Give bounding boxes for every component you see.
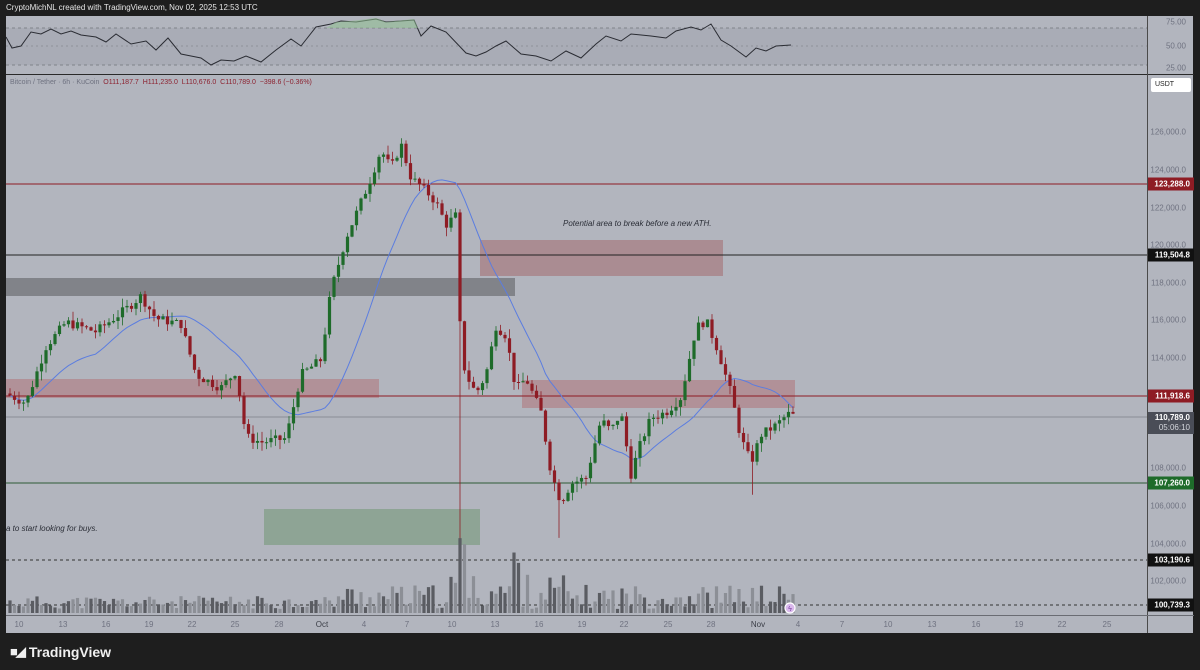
- price-label-119504: 119,504.8: [1148, 248, 1194, 262]
- brand-name: TradingView: [28, 644, 112, 660]
- rsi-tick: 25.00: [1165, 63, 1186, 73]
- left-border: [0, 16, 6, 633]
- price-tick: 126,000.0: [1150, 127, 1186, 137]
- time-axis-divider: [6, 615, 1194, 616]
- time-tick: 25: [230, 620, 240, 629]
- current-price: 110,789.0: [1154, 413, 1190, 422]
- ohlc-open: O111,187.7: [103, 79, 139, 86]
- rsi-pane[interactable]: [6, 16, 1147, 74]
- price-tick: 124,000.0: [1150, 165, 1186, 175]
- time-tick: 7: [404, 620, 410, 629]
- tradingview-logo-icon: ■◢: [10, 644, 26, 659]
- price-label-123288: 123,288.0: [1148, 177, 1194, 191]
- symbol-legend[interactable]: Bitcoin / Tether · 6h · KuCoin O111,187.…: [10, 79, 312, 86]
- ohlc-low: L110,676.0: [181, 79, 217, 86]
- price-tick: 104,000.0: [1150, 539, 1186, 549]
- time-tick: 10: [447, 620, 457, 629]
- time-tick: 19: [1014, 620, 1024, 629]
- time-tick: 16: [971, 620, 981, 629]
- rsi-tick: 50.00: [1165, 41, 1186, 51]
- time-tick: 25: [1102, 620, 1112, 629]
- time-tick: 10: [883, 620, 893, 629]
- time-tick: 13: [927, 620, 937, 629]
- time-tick: 10: [14, 620, 24, 629]
- time-tick: 4: [361, 620, 367, 629]
- chart-frame: [5, 16, 1193, 633]
- ohlc-close: C110,789.0: [220, 79, 256, 86]
- current-price-label: 110,789.0 05:06:10: [1148, 412, 1194, 434]
- price-pane[interactable]: ϟ Potential area to break before a new A…: [6, 75, 1147, 615]
- tradingview-footer[interactable]: ■◢ TradingView: [10, 644, 111, 660]
- price-label-107260: 107,260.0: [1148, 476, 1194, 490]
- time-tick: 16: [534, 620, 544, 629]
- time-tick: 13: [58, 620, 68, 629]
- price-tick: 122,000.0: [1150, 203, 1186, 213]
- price-label-100739: 100,739.3: [1148, 598, 1194, 612]
- candlestick-plot: ϟ: [6, 138, 1147, 614]
- time-tick: Nov: [750, 620, 766, 629]
- price-label-111918: 111,918.6: [1148, 389, 1194, 403]
- time-tick: 28: [274, 620, 284, 629]
- price-tick: 114,000.0: [1151, 353, 1186, 363]
- price-tick: 106,000.0: [1150, 501, 1186, 511]
- time-tick: 13: [490, 620, 500, 629]
- price-tick: 118,000.0: [1151, 278, 1186, 288]
- time-tick: 19: [577, 620, 587, 629]
- time-tick: 25: [663, 620, 673, 629]
- time-tick: 22: [619, 620, 629, 629]
- price-label-103190: 103,190.6: [1148, 553, 1194, 567]
- lightning-icon: ϟ: [788, 606, 792, 613]
- time-tick: Oct: [315, 620, 329, 629]
- price-tick: 116,000.0: [1151, 315, 1186, 325]
- rsi-plot: [6, 18, 1147, 66]
- time-tick: 16: [101, 620, 111, 629]
- currency-selector[interactable]: USDT: [1151, 78, 1191, 92]
- price-axis-divider: [1147, 16, 1148, 633]
- price-tick: 120,000.0: [1150, 240, 1186, 250]
- rsi-tick: 75.00: [1165, 17, 1186, 27]
- time-axis[interactable]: 10 13 16 19 22 25 28 Oct 4 7 10 13 16 19 22 25 28 Nov 4 7 10…: [6, 616, 1147, 633]
- time-tick: 22: [187, 620, 197, 629]
- price-tick: 102,000.0: [1150, 576, 1186, 586]
- ohlc-high: H111,235.0: [142, 79, 178, 86]
- time-tick: 28: [706, 620, 716, 629]
- ohlc-change: −398.6 (−0.36%): [259, 79, 312, 86]
- candle-countdown: 05:06:10: [1158, 423, 1190, 432]
- symbol-title: Bitcoin / Tether · 6h · KuCoin: [10, 79, 100, 86]
- resistance-annotation[interactable]: Potential area to break before a new ATH…: [563, 219, 712, 228]
- pane-divider[interactable]: [6, 74, 1194, 75]
- attribution-header: CryptoMichNL created with TradingView.co…: [0, 0, 1200, 16]
- time-tick: 22: [1057, 620, 1067, 629]
- time-tick: 7: [839, 620, 845, 629]
- time-tick: 19: [144, 620, 154, 629]
- price-tick: 108,000.0: [1150, 463, 1186, 473]
- price-axis[interactable]: 75.00 50.00 25.00 USDT 126,000.0 124,000…: [1148, 16, 1194, 616]
- support-annotation[interactable]: a to start looking for buys.: [6, 524, 98, 533]
- time-tick: 4: [795, 620, 801, 629]
